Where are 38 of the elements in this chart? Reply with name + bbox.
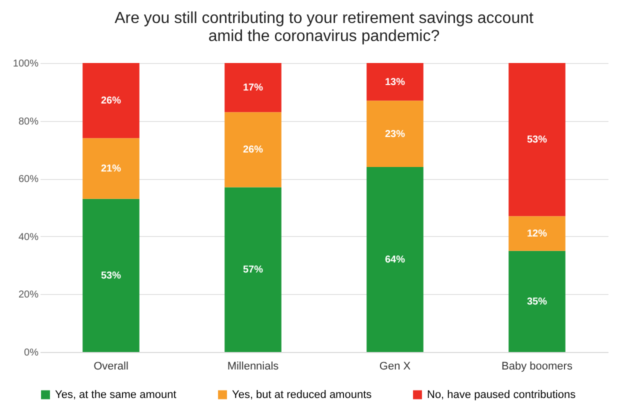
bar — [224, 187, 282, 352]
x-tick-label: Overall — [94, 360, 128, 372]
bar — [508, 216, 566, 251]
bar — [366, 63, 424, 101]
data-label: 17% — [242, 82, 264, 94]
data-label: 53% — [100, 270, 122, 282]
bar — [366, 100, 424, 168]
x-tick-label: Millennials — [227, 360, 280, 372]
y-tick-label: 20% — [18, 290, 39, 301]
legend-label: Yes, at the same amount — [55, 388, 176, 401]
y-tick-label: 40% — [18, 232, 39, 243]
bar — [82, 198, 140, 352]
y-tick-label: 60% — [18, 174, 39, 186]
data-label: 26% — [100, 96, 122, 107]
data-label: 12% — [526, 228, 548, 240]
data-label: 35% — [526, 296, 548, 308]
x-tick-label: Gen X — [379, 360, 412, 372]
data-label: 23% — [384, 128, 406, 140]
chart-title: Are you still contributing to your retirement savings account amid the coronavirus pandemic? — [114, 10, 534, 45]
data-label: 64% — [384, 254, 406, 266]
legend-label: No, have paused contributions — [427, 388, 576, 401]
bar — [224, 63, 282, 112]
bar — [82, 63, 140, 138]
bar — [508, 250, 566, 352]
data-label: 13% — [384, 76, 406, 88]
data-label: 26% — [242, 144, 264, 156]
y-tick-label: 0% — [24, 348, 39, 358]
y-tick-label: 100% — [12, 58, 39, 70]
bar — [366, 167, 424, 352]
bar — [508, 63, 566, 216]
x-tick-label: Baby boomers — [502, 360, 573, 372]
y-tick-label: 80% — [18, 116, 39, 128]
data-label: 57% — [242, 264, 264, 276]
data-label: 53% — [526, 134, 548, 146]
legend-label: Yes, but at reduced amounts — [232, 388, 372, 401]
bar — [224, 112, 282, 188]
bar — [82, 138, 140, 199]
data-label: 21% — [100, 163, 122, 174]
